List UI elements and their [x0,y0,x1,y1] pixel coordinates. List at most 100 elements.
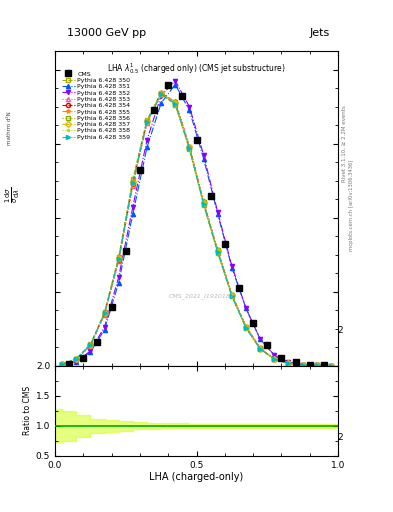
Pythia 6.428 357 [145,118,149,124]
Pythia 6.428 359 [159,91,163,97]
Line: Pythia 6.428 353: Pythia 6.428 353 [60,92,333,368]
Pythia 6.428 355 [272,356,277,362]
Pythia 6.428 356 [230,292,234,298]
Pythia 6.428 352 [159,93,163,99]
Text: 2: 2 [337,433,343,442]
Pythia 6.428 353 [88,343,93,349]
Pythia 6.428 357 [201,200,206,206]
Pythia 6.428 352 [88,348,93,354]
Pythia 6.428 354 [173,99,178,105]
Pythia 6.428 356 [258,345,263,351]
Text: Jets: Jets [310,28,330,38]
Line: Pythia 6.428 356: Pythia 6.428 356 [60,91,333,368]
Pythia 6.428 355 [102,311,107,317]
Pythia 6.428 351 [300,361,305,368]
Pythia 6.428 351 [102,327,107,333]
Pythia 6.428 359 [300,362,305,368]
Pythia 6.428 356 [130,179,135,185]
Pythia 6.428 359 [60,361,64,368]
Pythia 6.428 350 [258,346,263,352]
Line: Pythia 6.428 359: Pythia 6.428 359 [60,92,333,368]
Pythia 6.428 353 [102,312,107,318]
Pythia 6.428 356 [187,144,192,150]
Pythia 6.428 351 [314,362,319,369]
Pythia 6.428 358 [201,200,206,206]
Pythia 6.428 358 [329,362,333,369]
Pythia 6.428 352 [258,336,263,342]
Pythia 6.428 352 [300,361,305,368]
Pythia 6.428 353 [329,362,333,369]
CMS [180,93,185,99]
Pythia 6.428 354 [116,257,121,263]
Pythia 6.428 354 [230,292,234,298]
Pythia 6.428 355 [258,345,263,351]
Pythia 6.428 352 [187,103,192,110]
Text: Rivet 3.1.10, ≥ 2.2M events: Rivet 3.1.10, ≥ 2.2M events [342,105,346,182]
Pythia 6.428 351 [244,305,248,311]
Pythia 6.428 358 [314,362,319,369]
Pythia 6.428 358 [258,346,263,352]
Pythia 6.428 354 [314,362,319,369]
Pythia 6.428 358 [74,356,79,362]
Line: Pythia 6.428 357: Pythia 6.428 357 [60,91,333,368]
Pythia 6.428 353 [187,142,192,148]
Pythia 6.428 351 [187,108,192,114]
Pythia 6.428 353 [244,324,248,330]
Pythia 6.428 356 [244,324,248,330]
Pythia 6.428 354 [88,343,93,349]
Pythia 6.428 350 [116,253,121,260]
Pythia 6.428 353 [116,259,121,265]
Pythia 6.428 350 [60,361,64,368]
Pythia 6.428 353 [230,292,234,298]
Pythia 6.428 351 [74,358,79,365]
CMS [166,81,171,88]
Pythia 6.428 352 [215,209,220,215]
CMS [222,241,227,247]
Pythia 6.428 359 [74,356,79,362]
Pythia 6.428 353 [300,362,305,368]
Pythia 6.428 358 [187,145,192,151]
Pythia 6.428 356 [60,361,64,368]
Pythia 6.428 357 [173,100,178,106]
Pythia 6.428 356 [215,247,220,253]
Text: CMS_2021_I1920187: CMS_2021_I1920187 [169,294,235,300]
Pythia 6.428 351 [60,362,64,368]
X-axis label: LHA (charged-only): LHA (charged-only) [149,472,244,482]
Pythia 6.428 357 [187,144,192,151]
Pythia 6.428 356 [329,362,333,369]
CMS [152,108,156,114]
Pythia 6.428 353 [286,360,291,366]
Pythia 6.428 358 [244,325,248,331]
Pythia 6.428 359 [230,293,234,300]
Pythia 6.428 353 [60,361,64,368]
CMS [67,361,72,367]
Pythia 6.428 357 [159,90,163,96]
Pythia 6.428 354 [244,324,248,330]
Pythia 6.428 358 [145,118,149,124]
Text: $\frac{1}{\sigma}\frac{\mathrm{d}\sigma}{\mathrm{d}\lambda}$: $\frac{1}{\sigma}\frac{\mathrm{d}\sigma}… [4,186,22,203]
Pythia 6.428 356 [300,362,305,368]
Pythia 6.428 352 [286,359,291,366]
Pythia 6.428 357 [102,310,107,316]
Pythia 6.428 357 [286,360,291,366]
Line: Pythia 6.428 355: Pythia 6.428 355 [60,93,333,368]
Pythia 6.428 352 [60,362,64,368]
Pythia 6.428 354 [145,118,149,124]
Pythia 6.428 351 [88,349,93,355]
Pythia 6.428 356 [272,356,277,362]
CMS [307,361,312,368]
Pythia 6.428 350 [244,325,248,331]
Pythia 6.428 353 [74,356,79,362]
Pythia 6.428 350 [329,362,333,369]
Pythia 6.428 357 [215,248,220,254]
Pythia 6.428 352 [130,204,135,210]
Pythia 6.428 353 [258,345,263,351]
Pythia 6.428 357 [258,346,263,352]
Pythia 6.428 355 [187,145,192,151]
Pythia 6.428 351 [286,359,291,365]
Pythia 6.428 358 [130,180,135,186]
Pythia 6.428 359 [187,145,192,151]
Pythia 6.428 352 [145,137,149,143]
Pythia 6.428 355 [286,360,291,366]
Pythia 6.428 355 [60,361,64,368]
